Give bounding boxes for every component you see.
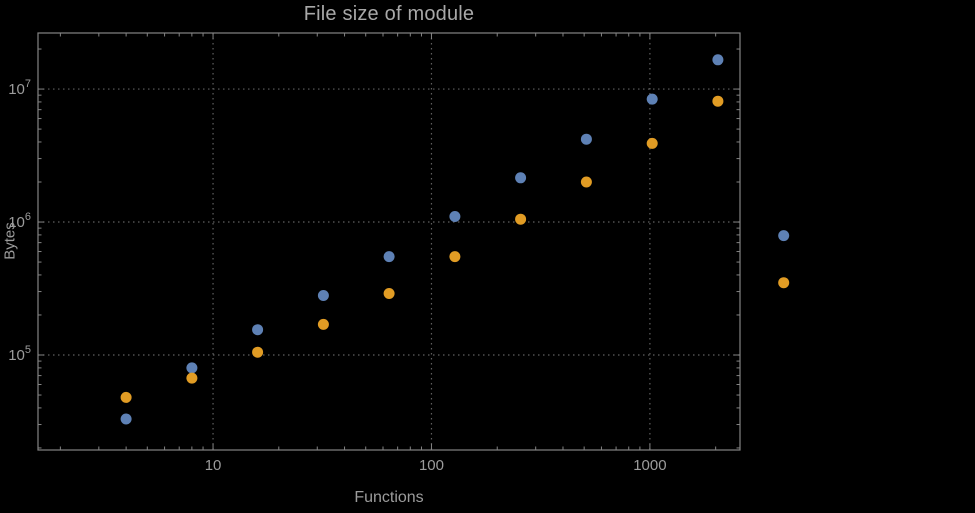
y-tick-label: 105 [8, 344, 31, 364]
y-tick-label: 106 [8, 211, 31, 231]
data-point-series-orange [515, 213, 527, 225]
data-point-series-blue [252, 324, 264, 336]
data-point-series-orange [646, 137, 658, 149]
x-tick-label: 100 [419, 457, 444, 474]
data-point-series-orange [712, 95, 724, 107]
data-point-series-blue [120, 413, 132, 425]
data-point-series-orange [186, 372, 198, 384]
data-point-series-orange [449, 251, 461, 263]
data-point-series-orange [580, 176, 592, 188]
data-point-series-blue [317, 290, 329, 301]
data-point-series-orange [383, 288, 395, 299]
data-point-series-blue [449, 211, 461, 222]
plot-frame [37, 32, 741, 451]
data-point-series-blue [383, 251, 395, 263]
data-point-series-orange [778, 277, 790, 289]
x-tick-label: 1000 [633, 457, 666, 474]
x-axis-label: Functions [354, 489, 424, 506]
data-point-series-orange [317, 318, 329, 330]
x-tick-label: 10 [205, 457, 222, 474]
data-point-series-blue [712, 54, 724, 66]
data-point-series-blue [778, 230, 790, 242]
chart-title: File size of module [303, 3, 475, 25]
data-point-series-orange [252, 346, 264, 358]
data-point-series-blue [580, 133, 592, 145]
data-point-series-blue [515, 172, 527, 184]
y-axis-label: Bytes [1, 222, 19, 260]
data-point-series-blue [646, 93, 658, 105]
data-point-series-blue [186, 362, 198, 374]
data-point-series-orange [120, 391, 132, 403]
y-tick-label: 107 [8, 78, 31, 98]
